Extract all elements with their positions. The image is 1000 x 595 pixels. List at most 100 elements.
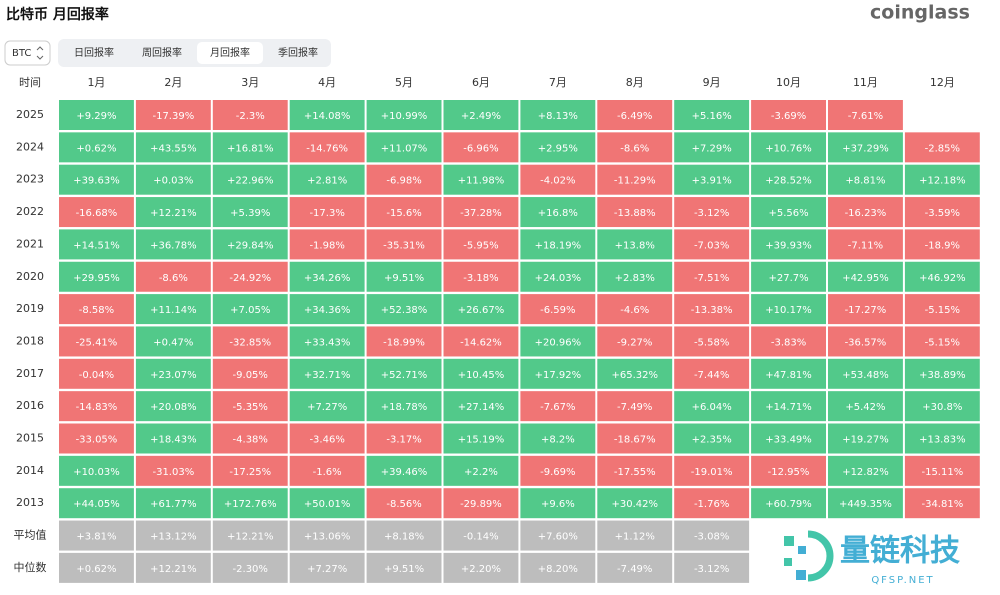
- cell-value: +9.51%: [384, 564, 424, 575]
- cell: [59, 100, 134, 130]
- cell-value: -7.03%: [694, 240, 729, 251]
- cell-value: +10.03%: [73, 467, 120, 478]
- cell-value: +2.20%: [461, 564, 501, 575]
- cell: [828, 294, 903, 325]
- cell-value: +5.16%: [692, 111, 732, 122]
- cell-value: -3.18%: [463, 273, 498, 284]
- cell: [904, 391, 980, 422]
- logo-block: [796, 570, 806, 580]
- cell: [366, 261, 442, 292]
- cell: [751, 423, 826, 454]
- cell-value: -25.41%: [76, 337, 118, 348]
- row-label: 2019: [16, 302, 44, 315]
- tab[interactable]: 季回报率: [278, 46, 318, 59]
- cell-value: -36.57%: [845, 337, 887, 348]
- cell: [597, 294, 673, 325]
- cell: [443, 100, 519, 130]
- cell-value: +0.03%: [153, 176, 193, 187]
- cell-value: +37.29%: [842, 143, 889, 154]
- cell-value: -1.6%: [313, 467, 342, 478]
- cell-value: +13.12%: [150, 532, 197, 543]
- cell-value: -13.38%: [691, 305, 733, 316]
- tab[interactable]: 周回报率: [142, 46, 182, 59]
- cell: [289, 294, 365, 325]
- cell-value: -29.89%: [460, 499, 502, 510]
- cell: [751, 132, 826, 163]
- cell: [751, 391, 826, 422]
- cell: [597, 164, 673, 195]
- cell: [520, 455, 596, 486]
- cell-value: +14.08%: [304, 111, 351, 122]
- cell-value: -19.01%: [691, 467, 733, 478]
- cell-value: +11.14%: [150, 305, 197, 316]
- cell-value: +5.42%: [845, 402, 885, 413]
- cell: [59, 326, 134, 357]
- cell: [59, 164, 134, 195]
- chevron: [36, 46, 44, 60]
- cell-value: -18.99%: [383, 337, 425, 348]
- cell: [751, 100, 826, 130]
- cell-value: +34.26%: [304, 273, 351, 284]
- column-header: 7月: [549, 76, 567, 89]
- cell-value: +0.62%: [76, 564, 116, 575]
- tab[interactable]: 月回报率: [210, 46, 250, 59]
- cell-value: +2.35%: [692, 435, 732, 446]
- cell-value: -3.69%: [771, 111, 806, 122]
- cell-value: -18.67%: [614, 435, 656, 446]
- cell-value: -5.95%: [463, 240, 498, 251]
- cell-value: -17.25%: [229, 467, 271, 478]
- cell: [751, 164, 826, 195]
- cell: [289, 132, 365, 163]
- cell-value: -37.28%: [460, 208, 502, 219]
- cell: [289, 520, 365, 551]
- cell: [366, 520, 442, 551]
- column-header: 3月: [241, 76, 259, 89]
- cell-value: -1.98%: [309, 240, 344, 251]
- cell: [674, 100, 750, 130]
- column-header: 2月: [164, 76, 182, 89]
- cell: [904, 261, 980, 292]
- cell-value: +12.18%: [919, 176, 966, 187]
- logo-block: [784, 536, 794, 546]
- cell: [443, 164, 519, 195]
- column-header: 9月: [703, 76, 721, 89]
- cell-value: -4.6%: [620, 305, 649, 316]
- cell-value: -0.04%: [79, 370, 114, 381]
- cell-value: +33.43%: [304, 337, 351, 348]
- cell: [520, 229, 596, 260]
- cell-value: +22.96%: [227, 176, 274, 187]
- watermark: 量链科技 QFSP.NET: [784, 530, 960, 586]
- cell: [597, 326, 673, 357]
- row-label: 2022: [16, 205, 44, 218]
- cell-value: +39.46%: [381, 467, 428, 478]
- cell-value: -5.15%: [925, 337, 960, 348]
- cell-value: +8.20%: [538, 564, 578, 575]
- cell: [751, 261, 826, 292]
- cell-value: +8.13%: [538, 111, 578, 122]
- cell: [212, 229, 288, 260]
- asset-select[interactable]: [4, 40, 51, 66]
- cell-value: -3.46%: [309, 435, 344, 446]
- cell-value: +24.03%: [535, 273, 582, 284]
- cell: [289, 326, 365, 357]
- tab[interactable]: 日回报率: [74, 46, 114, 59]
- cell: [366, 455, 442, 486]
- cell-value: +11.07%: [381, 143, 428, 154]
- cell-value: +34.36%: [304, 305, 351, 316]
- cell-value: -3.08%: [694, 532, 729, 543]
- cell: [366, 100, 442, 130]
- cell-value: +3.91%: [692, 176, 732, 187]
- cell: [751, 294, 826, 325]
- cell: [520, 423, 596, 454]
- cell: [520, 358, 596, 389]
- cell: [904, 132, 980, 163]
- cell-value: +5.39%: [230, 208, 270, 219]
- cell-value: +26.67%: [458, 305, 505, 316]
- cell: [59, 358, 134, 389]
- cell: [674, 229, 750, 260]
- cell-value: -14.83%: [76, 402, 118, 413]
- cell: [212, 132, 288, 163]
- cell: [674, 423, 750, 454]
